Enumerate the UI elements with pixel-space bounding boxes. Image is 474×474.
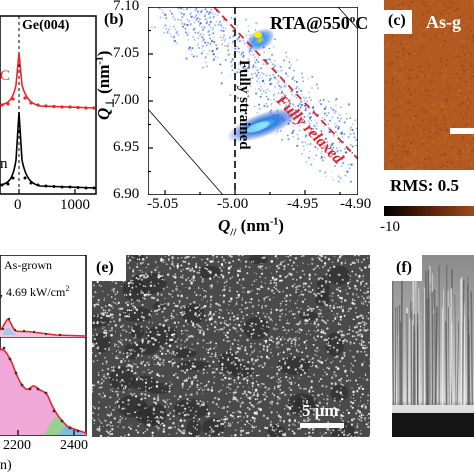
panel-b-rta-text: RTA@550 bbox=[270, 13, 350, 33]
panel-d-top-fill bbox=[0, 319, 86, 337]
panel-b-fully-strained-label: Fully strained bbox=[236, 60, 252, 150]
panel-a-black-curve bbox=[0, 111, 97, 189]
panel-f-label: (f) bbox=[396, 259, 412, 276]
panel-b-ylabel-q: Q bbox=[94, 107, 113, 120]
panel-d: As-grown , 4.69 kW/cm2 2200 2400 n) bbox=[0, 255, 92, 474]
panel-a-plot bbox=[0, 15, 97, 195]
panel-c: (c) As-g RMS: 0.5 -10 bbox=[380, 0, 474, 240]
panel-d-legend-asgrown: As-grown bbox=[4, 258, 52, 272]
panel-a: Ge(004) C n 0 1000 bbox=[0, 0, 110, 232]
panel-d-legend-power-text: , 4.69 kW/cm bbox=[0, 285, 66, 299]
panel-a-red-curve bbox=[0, 52, 97, 109]
panel-b-rta-sup: o bbox=[349, 13, 356, 25]
panel-b-ylabel-unit-sup: -1 bbox=[94, 56, 106, 65]
panel-b-ylabel-unit-end: ) bbox=[94, 50, 113, 57]
panel-a-black-markers bbox=[0, 176, 96, 190]
panel-a-black-label: n bbox=[0, 156, 8, 172]
panel-d-bottom-curve bbox=[0, 348, 87, 434]
panel-f-label-box bbox=[392, 255, 422, 281]
panel-d-tick-2200: 2200 bbox=[3, 438, 31, 453]
panel-f-nanowires bbox=[392, 265, 474, 437]
panel-b-xtick-3: -4.90 bbox=[340, 196, 372, 212]
panel-d-top-curve bbox=[0, 318, 87, 337]
panel-b-ytick-3: 6.95 bbox=[113, 139, 140, 155]
panel-e-scalebar bbox=[300, 423, 344, 428]
panel-a-red-markers bbox=[0, 96, 96, 110]
panel-c-label-box bbox=[384, 10, 412, 34]
panel-b-corner-line bbox=[337, 7, 358, 30]
panel-a-red-label: C bbox=[0, 68, 11, 84]
panel-b-rta-unit: C bbox=[355, 13, 369, 33]
panel-b-ytick-4: 6.90 bbox=[113, 186, 140, 202]
panel-b-xlabel-sub: // bbox=[230, 226, 237, 239]
panel-b-fully-relaxed-line bbox=[213, 7, 358, 160]
panel-b-ylabel-unit: (nm bbox=[94, 64, 113, 94]
panel-c-scale-min: -10 bbox=[380, 219, 400, 235]
panel-d-legend-power: , 4.69 kW/cm2 bbox=[0, 284, 69, 300]
panel-b-xlabel: Q// (nm-1) bbox=[218, 216, 284, 238]
panel-c-label: (c) bbox=[388, 12, 406, 29]
panel-b-plot bbox=[148, 7, 358, 195]
panel-b-xlabel-unit-end: ) bbox=[278, 216, 284, 235]
panel-b-xlabel-q: Q bbox=[218, 216, 231, 235]
panel-e-sem-texture bbox=[92, 255, 370, 437]
panel-b-xtick-2: -4.95 bbox=[287, 196, 319, 212]
panel-c-colorbar bbox=[384, 206, 474, 216]
panel-d-legend-power-sup: 2 bbox=[65, 284, 70, 293]
panel-c-title: As-g bbox=[426, 12, 461, 32]
panel-e-label: (e) bbox=[96, 259, 114, 276]
panel-d-plot bbox=[0, 255, 87, 436]
panel-b-ytick-2: 7.00 bbox=[113, 92, 140, 108]
panel-b-xtick-0: -5.05 bbox=[147, 196, 179, 212]
panel-b-xlabel-unit-sup: -1 bbox=[269, 216, 279, 228]
panel-b-xtick-1: -5.00 bbox=[217, 196, 249, 212]
panel-b-boundary-line bbox=[148, 108, 224, 195]
panel-e-scalebar-text: 5 μm bbox=[302, 401, 339, 420]
panel-e: (e) 5 μm bbox=[92, 255, 370, 437]
panel-e-label-box bbox=[92, 255, 126, 281]
panel-b-label: (b) bbox=[104, 11, 124, 28]
panel-a-tick-1000: 1000 bbox=[60, 197, 90, 213]
panel-b-relaxed-peak bbox=[245, 28, 275, 52]
panel-b-ytick-1: 7.05 bbox=[113, 45, 140, 61]
panel-a-tick-0: 0 bbox=[14, 197, 22, 213]
panel-b-ticks bbox=[148, 7, 341, 195]
panel-b-rta-label: RTA@550oC bbox=[270, 13, 368, 34]
panel-a-frame bbox=[0, 15, 97, 195]
panel-b-relaxed-peak-core bbox=[254, 32, 262, 38]
panel-d-data-points bbox=[1, 317, 80, 433]
panel-f: (f) bbox=[392, 255, 474, 437]
panel-b: (b) bbox=[94, 0, 372, 240]
panel-b-ytick-0: 7.10 bbox=[113, 0, 140, 14]
panel-d-tick-2400: 2400 bbox=[60, 438, 88, 453]
panel-c-rms: RMS: 0.5 bbox=[390, 176, 459, 195]
panel-d-xlabel: n) bbox=[0, 458, 12, 473]
panel-b-xlabel-unit: (nm bbox=[240, 216, 270, 235]
panel-c-scalebar bbox=[450, 128, 474, 134]
panel-a-peak-label: Ge(004) bbox=[22, 18, 70, 33]
